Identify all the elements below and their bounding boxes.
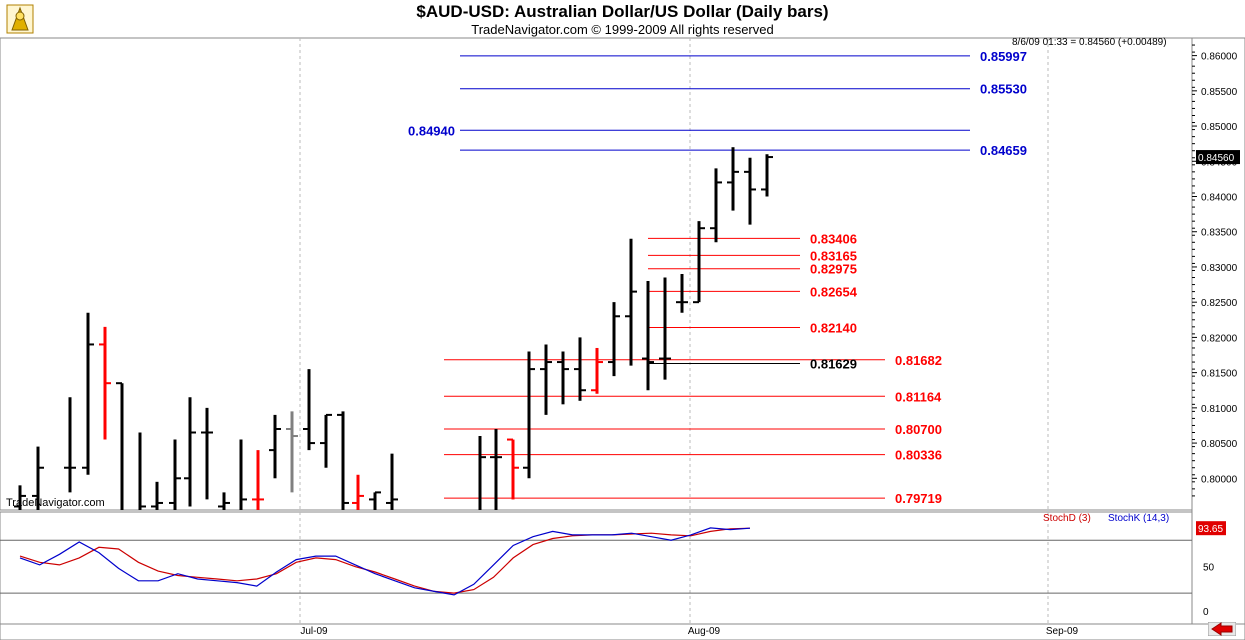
- legend-stochk: StochK (14,3): [1108, 513, 1169, 524]
- y-tick-label: 0.80000: [1201, 474, 1238, 485]
- fib-level-label: 0.79719: [895, 491, 942, 506]
- y-tick-label: 0.81500: [1201, 369, 1238, 380]
- x-tick-label: Jul-09: [300, 626, 328, 637]
- price-panel: [0, 37, 1193, 511]
- chart-title: $AUD-USD: Australian Dollar/US Dollar (D…: [416, 2, 829, 21]
- fib-level-label: 0.83406: [810, 231, 857, 246]
- stoch-y-tick-label: 50: [1203, 563, 1215, 574]
- fib-level-label: 0.84659: [980, 143, 1027, 158]
- x-tick-label: Sep-09: [1046, 626, 1079, 637]
- fib-level-label: 0.81682: [895, 353, 942, 368]
- y-tick-label: 0.81000: [1201, 404, 1238, 415]
- fib-level-label: 0.82654: [810, 284, 858, 299]
- fib-level-label: 0.82140: [810, 321, 857, 336]
- y-tick-label: 0.80500: [1201, 439, 1238, 450]
- y-tick-label: 0.85000: [1201, 122, 1238, 133]
- stoch-series-line: [19, 527, 751, 594]
- fib-level-label: 0.85997: [980, 49, 1027, 64]
- y-tick-label: 0.83500: [1201, 228, 1238, 239]
- copyright-notice: TradeNavigator.com © 1999-2009 All right…: [471, 22, 774, 37]
- fib-level-label: 0.82975: [810, 262, 857, 277]
- header-bg: [0, 0, 1245, 38]
- fib-level-label: 0.81629: [810, 357, 857, 372]
- time-axis-panel: [0, 623, 1245, 640]
- legend-stochd: StochD (3): [1043, 513, 1091, 524]
- y-tick-label: 0.86000: [1201, 52, 1238, 63]
- y-tick-label: 0.84000: [1201, 193, 1238, 204]
- stoch-series-line: [19, 527, 751, 596]
- fib-level-label: 0.83165: [810, 248, 857, 263]
- last-price-label: 0.84560: [1198, 153, 1235, 164]
- x-tick-label: Aug-09: [688, 626, 721, 637]
- y-tick-label: 0.85500: [1201, 87, 1238, 98]
- watermark: TradeNavigator.com: [6, 497, 105, 509]
- fib-level-label: 0.85530: [980, 82, 1027, 97]
- stoch-last-value: 93.65: [1198, 524, 1223, 535]
- last-quote: 8/6/09 01:33 = 0.84560 (+0.00489): [1012, 37, 1167, 48]
- scroll-left-arrow-icon[interactable]: [1208, 622, 1236, 636]
- fib-level-label: 0.84940: [408, 123, 455, 138]
- y-tick-label: 0.82000: [1201, 333, 1238, 344]
- y-tick-label: 0.82500: [1201, 298, 1238, 309]
- last-price-box: [1196, 150, 1240, 165]
- stoch-y-tick-label: 0: [1203, 607, 1209, 618]
- stoch-last-value-box: [1196, 521, 1226, 536]
- fib-level-label: 0.80336: [895, 448, 942, 463]
- fib-level-label: 0.81164: [895, 389, 942, 404]
- stoch-panel: [0, 511, 1193, 625]
- y-tick-label: 0.83000: [1201, 263, 1238, 274]
- logo-icon: [6, 4, 34, 34]
- fib-level-label: 0.80700: [895, 422, 942, 437]
